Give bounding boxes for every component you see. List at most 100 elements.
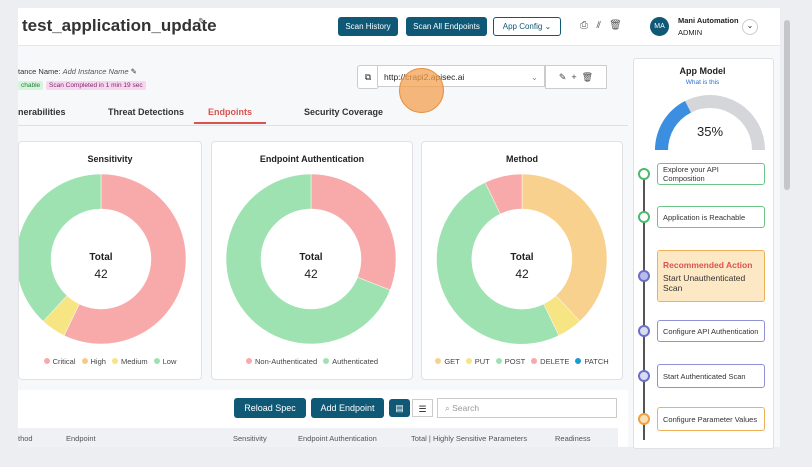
legend-item: GET: [435, 357, 460, 366]
step-dot: [638, 325, 650, 337]
step[interactable]: Application is Reachable: [657, 206, 765, 228]
legend-swatch: [43, 358, 50, 364]
legend-item: Medium: [111, 357, 148, 366]
column-header[interactable]: Readiness: [555, 434, 591, 443]
donut-segment: [225, 173, 391, 345]
toolbar-icons[interactable]: ⎙ ⫽ 🗑: [580, 20, 622, 31]
chart-title: Endpoint Authentication: [259, 154, 365, 164]
legend-label: Low: [162, 357, 177, 366]
legend-item: Low: [153, 357, 177, 366]
help-link[interactable]: What is this: [685, 79, 720, 86]
user-menu[interactable]: ⌄: [742, 19, 758, 35]
legend-swatch: [111, 358, 118, 364]
legend-item: Critical: [43, 357, 76, 366]
legend-label: PUT: [474, 357, 490, 366]
legend-item: PATCH: [575, 357, 609, 366]
donut-segment: [484, 173, 523, 215]
legend: Critical High Medium Low: [19, 357, 201, 366]
chart-title: Sensitivity: [87, 154, 133, 164]
add-endpoint-button[interactable]: Add Endpoint: [311, 398, 384, 418]
instance-label: tance Name:: [18, 67, 61, 76]
chart-card: Method Total 42 GET PUT POST DELETE PATCH: [421, 141, 623, 380]
legend-swatch: [246, 358, 252, 364]
tab[interactable]: Threat Detections: [108, 107, 185, 117]
legend-item: POST: [495, 357, 525, 366]
scrollbar: [784, 20, 790, 190]
legend-label: Critical: [52, 357, 76, 366]
scan-all-button[interactable]: Scan All Endpoints: [406, 17, 487, 36]
scan-history-button[interactable]: Scan History: [338, 17, 398, 36]
step-text: Explore your API Composition: [663, 165, 719, 183]
legend: GET PUT POST DELETE PATCH: [422, 357, 622, 366]
column-header[interactable]: thod: [18, 434, 33, 443]
legend-item: PUT: [465, 357, 490, 366]
tab[interactable]: nerabilities: [18, 107, 66, 117]
step[interactable]: Explore your API Composition: [657, 163, 765, 185]
step-dot: [638, 370, 650, 382]
total-label: Total: [510, 252, 534, 263]
column-header[interactable]: Total | Highly Sensitive Parameters: [411, 434, 528, 443]
legend-label: Medium: [120, 357, 148, 366]
step-dot: [638, 270, 650, 282]
total-label: Total: [89, 252, 113, 263]
reachable-badge: chable: [18, 81, 44, 90]
step-text: Start Unauthenticated Scan: [663, 272, 746, 293]
chart-title: Method: [506, 154, 538, 164]
step[interactable]: Start Authenticated Scan: [657, 364, 765, 388]
step-text: Configure API Authentication: [663, 326, 759, 336]
user-name: Mani Automation: [678, 16, 739, 25]
tab[interactable]: Security Coverage: [304, 107, 384, 117]
step[interactable]: Configure Parameter Values: [657, 407, 765, 431]
column-header[interactable]: Endpoint: [66, 434, 96, 443]
gauge-value: [655, 100, 691, 150]
list-view-button[interactable]: ☰: [412, 399, 433, 417]
legend-swatch: [495, 358, 502, 364]
step-text: Start Authenticated Scan: [663, 371, 746, 381]
chart-card: Sensitivity Total 42 Critical High Medium Low: [18, 141, 202, 380]
legend-swatch: [575, 358, 582, 364]
column-header[interactable]: Sensitivity: [233, 434, 267, 443]
app-config-button[interactable]: App Config ⌄: [493, 17, 561, 36]
donut-segment: [436, 182, 560, 345]
legend-swatch: [323, 358, 330, 364]
search-input[interactable]: ⌕ Search: [437, 398, 617, 418]
url-actions[interactable]: ✎ + 🗑: [545, 65, 607, 89]
edit-icon[interactable]: ✎: [198, 17, 207, 28]
column-header[interactable]: Endpoint Authentication: [298, 434, 377, 443]
app-model-title: App Model: [679, 66, 726, 76]
step-dot: [638, 211, 650, 223]
donut: [225, 173, 397, 345]
legend-swatch: [465, 358, 472, 364]
legend-label: PATCH: [584, 357, 609, 366]
total-label: Total: [299, 252, 323, 263]
donut-segment: [63, 173, 187, 345]
step-text: Application is Reachable: [663, 212, 746, 222]
donut-segment: [19, 173, 102, 322]
legend-swatch: [435, 358, 442, 364]
app-config-label: App Config: [502, 22, 543, 31]
tabs: nerabilities Threat Detections Endpoints Se…: [18, 105, 628, 126]
legend-item: Non-Authenticated: [246, 357, 317, 366]
legend-swatch: [81, 358, 88, 364]
cursor-highlight: [399, 68, 444, 113]
chart-card: Endpoint Authentication Total 42 Non-Authen…: [211, 141, 413, 380]
reload-spec-button[interactable]: Reload Spec: [234, 398, 306, 418]
step-dot: [638, 413, 650, 425]
step[interactable]: Recommended Action Start Unauthenticated …: [657, 250, 765, 302]
legend-label: Authenticated: [332, 357, 378, 366]
table-header: [18, 428, 618, 447]
total-value: 42: [304, 267, 318, 281]
legend: Non-Authenticated Authenticated: [212, 357, 412, 366]
recommended-label: Recommended Action: [663, 259, 753, 270]
donut-segment: [310, 173, 397, 291]
grid-view-button[interactable]: ▤: [389, 399, 410, 417]
instance-placeholder[interactable]: Add Instance Name: [62, 67, 129, 76]
scan-badge: Scan Completed in 1 min 19 sec: [46, 81, 146, 90]
instance-line: tance Name: Add Instance Name ✎: [18, 67, 137, 76]
tab[interactable]: Endpoints: [194, 107, 266, 124]
user-role: ADMIN: [678, 28, 703, 37]
step[interactable]: Configure API Authentication: [657, 320, 765, 342]
avatar[interactable]: MA: [650, 17, 669, 36]
timeline: [643, 170, 645, 440]
